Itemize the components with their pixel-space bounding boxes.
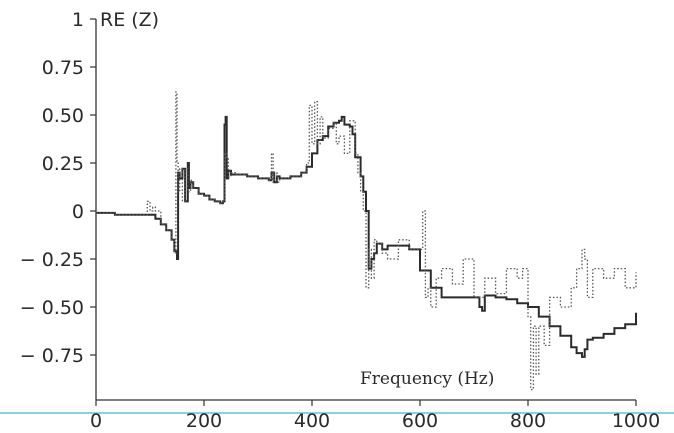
y-tick-label: 0.25 [42, 153, 84, 175]
series-solid-line [96, 115, 637, 358]
x-tick-label: 800 [510, 410, 546, 432]
x-tick-label: 200 [186, 410, 222, 432]
y-tick-label: 0 [72, 201, 84, 223]
y-tick-label: 1 [72, 9, 84, 31]
x-axis-label: Frequency (Hz) [360, 369, 494, 389]
x-tick-label: 600 [402, 410, 438, 432]
x-tick-label: 1000 [612, 410, 660, 432]
x-ticks: 0 200 400 600 800 1000 [90, 400, 660, 432]
y-tick-label: − 0.75 [20, 345, 84, 367]
y-tick-label: 0.75 [42, 57, 84, 79]
y-tick-label: − 0.50 [20, 297, 84, 319]
y-tick-label: 0.50 [42, 105, 84, 127]
y-axis-label: RE (Z) [100, 9, 159, 31]
y-tick-label: − 0.25 [20, 249, 84, 271]
series-group [96, 91, 637, 391]
x-tick-label: 400 [294, 410, 330, 432]
axes [95, 19, 636, 401]
y-ticks: 1 0.75 0.50 0.25 0 − 0.25 − 0.50 − 0.75 [20, 9, 96, 367]
x-tick-label: 0 [90, 410, 102, 432]
series-dotted-line [96, 91, 637, 391]
